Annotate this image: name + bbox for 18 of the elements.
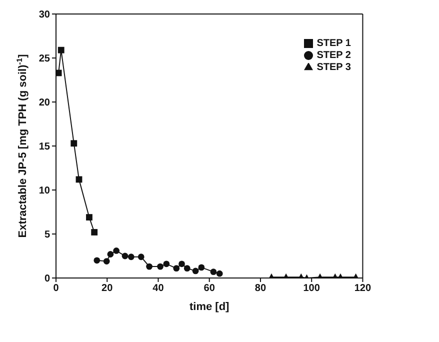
y-tick-label: 20 xyxy=(38,98,50,109)
legend-label: STEP 2 xyxy=(316,50,351,61)
x-tick-label: 100 xyxy=(303,283,320,294)
x-tick-label: 60 xyxy=(204,283,216,294)
y-tick-label: 5 xyxy=(44,230,50,241)
x-tick-label: 20 xyxy=(102,283,114,294)
x-tick-label: 0 xyxy=(53,283,60,294)
x-tick-label: 120 xyxy=(354,283,372,294)
legend-label: STEP 1 xyxy=(316,38,351,49)
x-tick-label: 40 xyxy=(152,283,164,294)
y-tick-label: 25 xyxy=(38,54,50,65)
x-axis-title: time [d] xyxy=(189,301,230,313)
y-tick-label: 0 xyxy=(44,274,50,285)
x-tick-label: 80 xyxy=(254,283,266,294)
y-tick-label: 30 xyxy=(38,10,50,21)
legend-label: STEP 3 xyxy=(316,62,351,73)
y-tick-label: 15 xyxy=(38,142,50,153)
y-tick-label: 10 xyxy=(38,186,50,197)
